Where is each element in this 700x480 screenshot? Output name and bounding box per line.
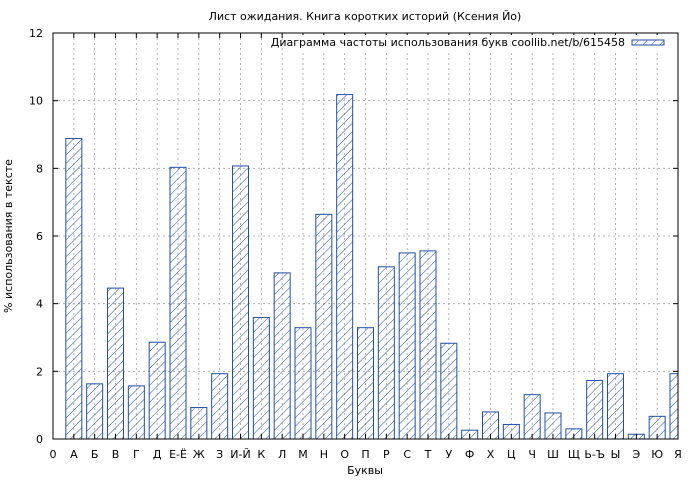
bars: [65, 94, 679, 440]
y-tick-label: 4: [36, 298, 43, 311]
y-tick-label: 8: [36, 162, 43, 175]
y-tick-label: 2: [36, 365, 43, 378]
x-tick-label: 0: [50, 448, 57, 461]
x-tick-label: Ю: [651, 448, 663, 461]
bar-Т: [419, 250, 437, 440]
x-tick-label: Я: [674, 448, 682, 461]
bar-С: [398, 252, 416, 440]
x-tick-label: Н: [320, 448, 328, 461]
x-tick-label: Ц: [507, 448, 516, 461]
x-tick-label: Л: [278, 448, 286, 461]
x-tick-label: Э: [632, 448, 640, 461]
x-tick-label: П: [361, 448, 369, 461]
x-tick-label: Ы: [611, 448, 621, 461]
x-tick-label: И-Й: [230, 448, 250, 461]
bar-З: [211, 373, 229, 440]
bar-Ч: [523, 394, 541, 440]
y-tick-label: 12: [29, 27, 43, 40]
x-tick-label: Ш: [547, 448, 559, 461]
bar-Б: [86, 383, 104, 440]
bar-Я: [669, 373, 679, 440]
x-tick-label: Б: [91, 448, 99, 461]
bar-Д: [148, 341, 166, 440]
x-tick-label: Ч: [528, 448, 536, 461]
bar-Г: [127, 385, 145, 440]
y-axis: 0 2 4 6 8 10 12: [29, 27, 678, 446]
bar-А: [65, 138, 83, 440]
x-tick-label: З: [216, 448, 223, 461]
bar-О: [336, 94, 354, 440]
x-tick-label: Р: [383, 448, 390, 461]
legend-swatch: [631, 39, 665, 46]
legend: Диаграмма частоты использования букв coo…: [271, 35, 675, 51]
x-tick-label: О: [340, 448, 349, 461]
bar-И-Й: [232, 165, 249, 440]
chart-title: Лист ожидания. Книга коротких историй (К…: [209, 10, 522, 23]
x-tick-label: Г: [133, 448, 140, 461]
y-tick-label: 0: [36, 433, 43, 446]
x-tick-label: В: [112, 448, 120, 461]
bar-Р: [377, 266, 395, 440]
y-axis-title: % использования в тексте: [2, 159, 15, 313]
bar-П: [357, 327, 374, 440]
bar-К: [252, 317, 270, 440]
x-tick-label: Д: [153, 448, 162, 461]
x-axis-title: Буквы: [347, 464, 383, 477]
bar-Ы: [607, 373, 624, 440]
bar-В: [107, 287, 124, 440]
bar-Ь-Ъ: [586, 379, 604, 440]
legend-background: [285, 35, 675, 51]
x-tick-label: Щ: [568, 448, 580, 461]
x-tick-label: Ф: [465, 448, 474, 461]
x-tick-label: У: [445, 448, 452, 461]
x-tick-label: К: [257, 448, 265, 461]
bar-Н: [315, 213, 333, 440]
x-tick-label: Ж: [193, 448, 205, 461]
x-tick-label: Х: [487, 448, 495, 461]
x-tick-label: А: [70, 448, 78, 461]
bar-Е-Ё: [169, 166, 187, 440]
y-tick-label: 6: [36, 230, 43, 243]
bar-У: [440, 342, 458, 440]
x-tick-label: М: [298, 448, 308, 461]
y-tick-label: 10: [29, 95, 43, 108]
bar-Л: [273, 272, 291, 440]
x-tick-label: Т: [424, 448, 432, 461]
x-axis: 0 А Б В Г Д Е-Ё Ж З И-Й К Л М Н О П Р С Т У Ф Х Ц Ч Ш Щ Ь-Ъ Ы Э Ю Я: [50, 33, 682, 461]
grid-lines: [53, 33, 678, 439]
bar-М: [294, 327, 312, 440]
legend-label: Диаграмма частоты использования букв coo…: [271, 36, 625, 49]
x-tick-label: С: [403, 448, 411, 461]
x-tick-label: Ь-Ъ: [584, 448, 605, 461]
x-tick-label: Е-Ё: [169, 448, 187, 461]
